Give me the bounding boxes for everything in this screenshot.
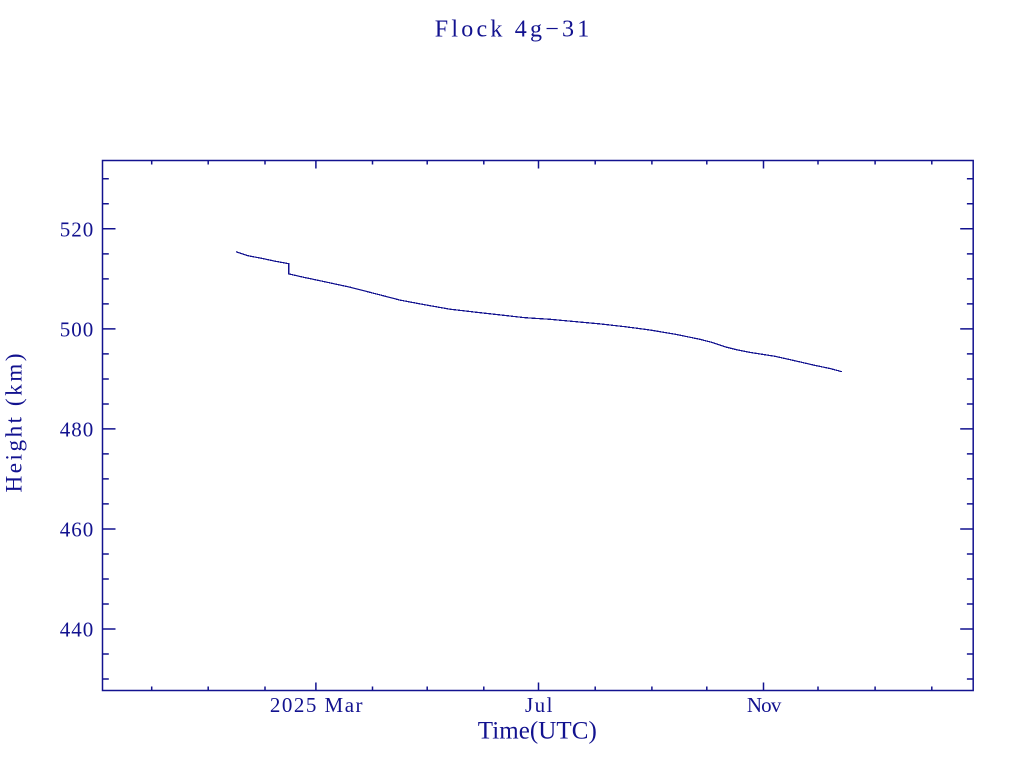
svg-text:Jul: Jul — [525, 693, 553, 717]
svg-text:2025 Mar: 2025 Mar — [270, 693, 363, 717]
svg-text:Nov: Nov — [747, 693, 782, 717]
svg-text:520: 520 — [60, 217, 93, 241]
svg-text:460: 460 — [60, 518, 93, 542]
svg-text:440: 440 — [60, 618, 93, 642]
svg-text:Time(UTC): Time(UTC) — [478, 717, 597, 744]
svg-text:500: 500 — [60, 317, 93, 341]
svg-text:Flock 4g−31: Flock 4g−31 — [435, 16, 590, 42]
svg-text:480: 480 — [60, 418, 93, 442]
svg-text:Height (km): Height (km) — [2, 354, 28, 493]
